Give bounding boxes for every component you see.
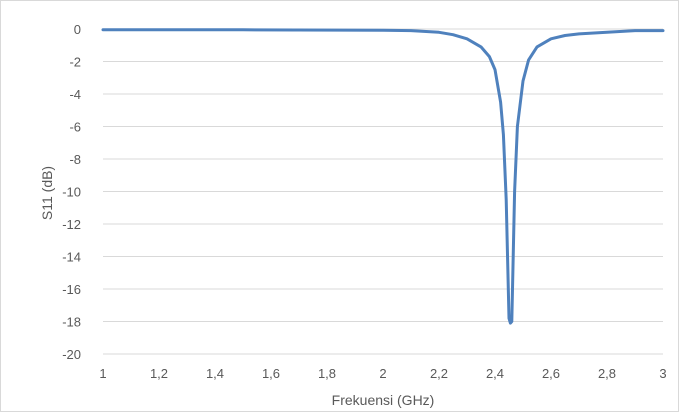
x-tick-labels: 1 1,2 1,4 1,6 1,8 2 2,2 2,4 2,6 2,8 3: [99, 366, 666, 381]
y-tick-label: -6: [69, 120, 81, 135]
x-tick-label: 2,6: [542, 366, 560, 381]
x-tick-label: 2,8: [598, 366, 616, 381]
y-tick-label: -12: [62, 217, 81, 232]
x-tick-label: 2: [379, 366, 386, 381]
y-tick-label: -4: [69, 87, 81, 102]
y-axis-title: S11 (dB): [39, 166, 55, 220]
x-tick-label: 2,2: [430, 366, 448, 381]
x-tick-label: 1,4: [206, 366, 224, 381]
y-tick-label: -20: [62, 347, 81, 362]
x-axis-title: Frekuensi (GHz): [332, 392, 435, 408]
x-tick-label: 1,2: [150, 366, 168, 381]
gridlines: [103, 28, 663, 355]
y-tick-label: -2: [69, 55, 81, 70]
y-tick-label: -18: [62, 315, 81, 330]
y-tick-label: 0: [74, 22, 81, 37]
y-tick-labels: 0 -2 -4 -6 -8 -10 -12 -14 -16 -18 -20: [62, 22, 81, 362]
x-tick-label: 2,4: [486, 366, 504, 381]
series-lines: [101, 28, 665, 325]
y-tick-label: -14: [62, 250, 81, 265]
x-tick-label: 3: [659, 366, 666, 381]
y-tick-label: -16: [62, 282, 81, 297]
series-line-0: [101, 28, 665, 325]
x-tick-label: 1,8: [318, 366, 336, 381]
y-tick-label: -10: [62, 185, 81, 200]
x-tick-label: 1,6: [262, 366, 280, 381]
y-tick-label: -8: [69, 152, 81, 167]
x-tick-label: 1: [99, 366, 106, 381]
